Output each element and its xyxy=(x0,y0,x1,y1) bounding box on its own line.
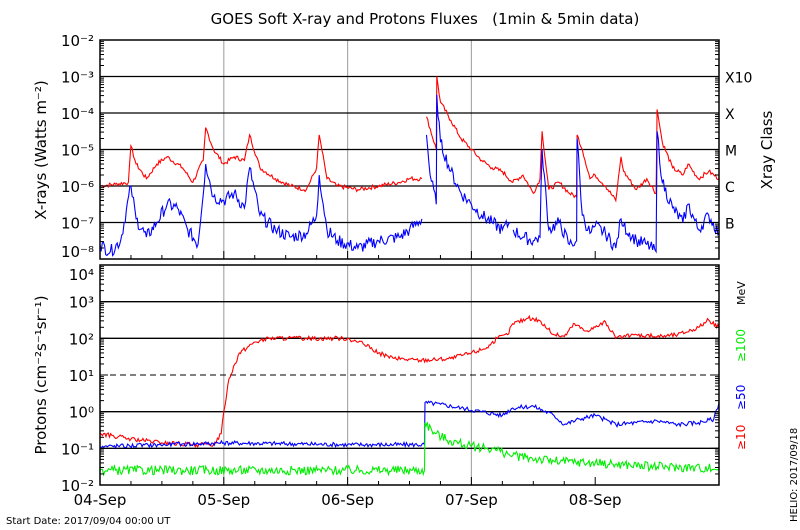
y-tick-label: 10⁻⁶ xyxy=(61,178,94,196)
y-tick-label: 10⁻³ xyxy=(61,69,94,87)
x-tick-label: 05-Sep xyxy=(197,491,250,509)
xray-class-label: B xyxy=(725,217,735,233)
series-line-proton-0 xyxy=(99,314,720,448)
mev-label: MeV xyxy=(735,281,748,305)
xray-class-label: X10 xyxy=(725,71,752,87)
y-tick-label: 10⁻⁵ xyxy=(61,142,94,160)
helio-date: HELIO: 2017/09/18 xyxy=(789,428,800,522)
x-tick-label: 04-Sep xyxy=(74,491,127,509)
series-line-proton-2 xyxy=(99,421,720,477)
y-tick-label: 10¹ xyxy=(69,367,94,385)
series-line-proton-1 xyxy=(99,400,720,450)
series-line-xray-1 xyxy=(99,94,720,257)
y-tick-label: 10⁻⁸ xyxy=(61,243,94,261)
x-tick-label: 08-Sep xyxy=(569,491,622,509)
y-tick-label: 10⁻² xyxy=(61,32,94,50)
xray-class-axis-label: Xray Class xyxy=(758,110,776,189)
x-tick-label: 07-Sep xyxy=(445,491,498,509)
chart-title: GOES Soft X-ray and Protons Fluxes (1min… xyxy=(211,10,640,28)
y-tick-label: 10⁰ xyxy=(69,404,94,422)
xray-class-label: C xyxy=(725,180,735,196)
start-date: Start Date: 2017/09/04 00:00 UT xyxy=(6,516,171,527)
x-tick-label: 06-Sep xyxy=(321,491,374,509)
series-line-xray-0 xyxy=(99,76,720,203)
y-tick-label: 10⁻⁴ xyxy=(61,105,94,123)
legend-ge50: ≥50 xyxy=(734,385,748,410)
y-tick-label: 10² xyxy=(69,330,94,348)
legend-ge100: ≥100 xyxy=(734,329,748,362)
y-tick-label: 10⁻² xyxy=(61,477,94,495)
xray-class-label: M xyxy=(725,144,737,160)
legend-ge10: ≥10 xyxy=(734,425,748,450)
xray-class-label: X xyxy=(725,107,735,123)
y-tick-label: 10⁻⁷ xyxy=(61,215,94,233)
xray-y-axis-label: X-rays (Watts m⁻²) xyxy=(32,80,50,219)
y-tick-label: 10³ xyxy=(69,294,94,312)
y-tick-label: 10⁴ xyxy=(69,266,94,284)
proton-y-axis-label: Protons (cm⁻²s⁻¹sr⁻¹) xyxy=(32,295,50,454)
y-tick-label: 10⁻¹ xyxy=(61,440,94,458)
